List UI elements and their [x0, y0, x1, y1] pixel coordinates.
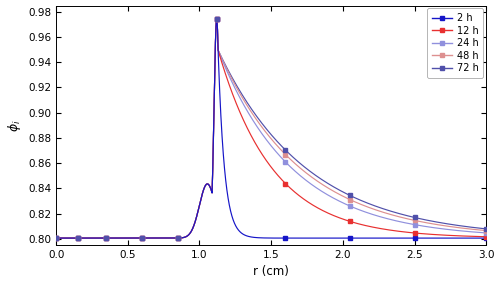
12 h — [412, 231, 418, 235]
48 h — [175, 236, 181, 240]
2 h — [104, 236, 110, 240]
2 h — [282, 236, 288, 240]
12 h — [214, 17, 220, 20]
48 h — [139, 236, 145, 240]
72 h — [214, 17, 220, 20]
12 h — [483, 235, 489, 239]
24 h — [74, 236, 80, 240]
48 h — [347, 198, 353, 201]
24 h — [214, 17, 220, 20]
72 h — [282, 148, 288, 152]
Line: 12 h: 12 h — [54, 17, 488, 240]
72 h — [104, 236, 110, 240]
24 h — [53, 236, 59, 240]
Legend: 2 h, 12 h, 24 h, 48 h, 72 h: 2 h, 12 h, 24 h, 48 h, 72 h — [428, 9, 484, 78]
24 h — [483, 231, 489, 235]
X-axis label: r (cm): r (cm) — [253, 266, 289, 278]
24 h — [104, 236, 110, 240]
12 h — [104, 236, 110, 240]
2 h — [74, 236, 80, 240]
48 h — [412, 219, 418, 222]
2 h — [483, 236, 489, 240]
72 h — [53, 236, 59, 240]
2 h — [139, 236, 145, 240]
72 h — [347, 194, 353, 197]
Line: 24 h: 24 h — [54, 17, 488, 240]
2 h — [53, 236, 59, 240]
24 h — [139, 236, 145, 240]
2 h — [175, 236, 181, 240]
2 h — [412, 236, 418, 240]
24 h — [175, 236, 181, 240]
Line: 72 h: 72 h — [54, 17, 488, 240]
12 h — [175, 236, 181, 240]
48 h — [214, 17, 220, 20]
2 h — [347, 236, 353, 240]
48 h — [53, 236, 59, 240]
12 h — [347, 220, 353, 223]
72 h — [74, 236, 80, 240]
12 h — [74, 236, 80, 240]
48 h — [483, 229, 489, 232]
2 h — [214, 17, 220, 20]
Y-axis label: $\phi_i$: $\phi_i$ — [6, 119, 22, 131]
12 h — [282, 182, 288, 185]
24 h — [347, 204, 353, 208]
12 h — [53, 236, 59, 240]
24 h — [282, 160, 288, 164]
48 h — [282, 153, 288, 156]
Line: 2 h: 2 h — [54, 17, 488, 240]
48 h — [104, 236, 110, 240]
72 h — [175, 236, 181, 240]
72 h — [139, 236, 145, 240]
72 h — [483, 227, 489, 231]
48 h — [74, 236, 80, 240]
24 h — [412, 223, 418, 226]
12 h — [139, 236, 145, 240]
72 h — [412, 216, 418, 219]
Line: 48 h: 48 h — [54, 17, 488, 240]
